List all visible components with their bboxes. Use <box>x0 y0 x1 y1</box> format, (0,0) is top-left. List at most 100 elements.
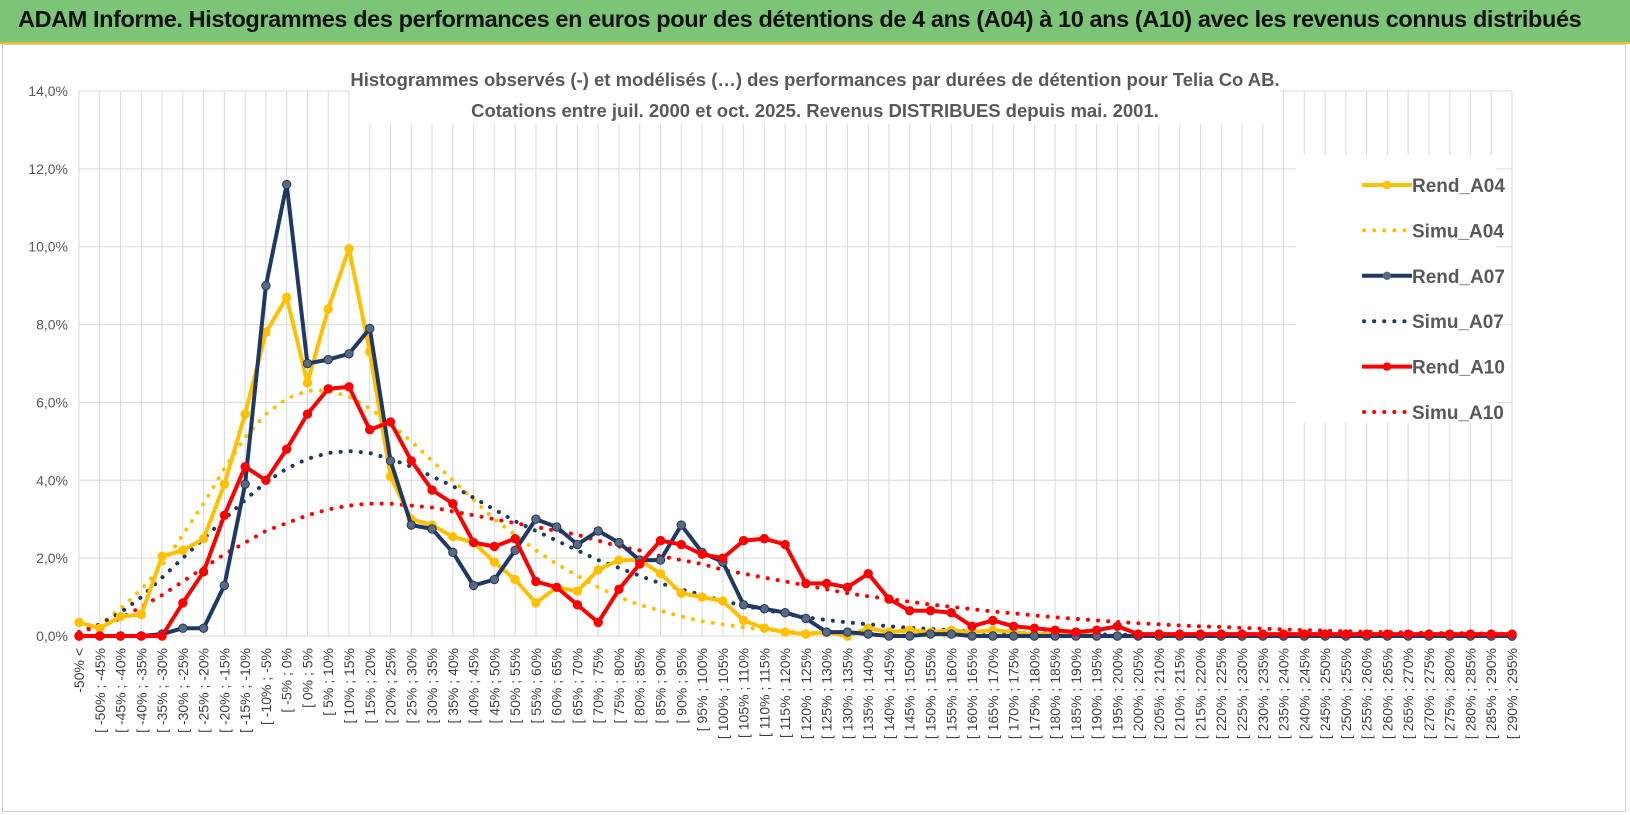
y-tick-label: 4,0% <box>36 472 68 488</box>
data-point <box>448 547 458 558</box>
x-tick-label: [ 245% ; 250% <box>1317 648 1333 739</box>
data-point <box>281 444 292 454</box>
data-point <box>1091 625 1102 635</box>
x-tick-label: [ 255% ; 260% <box>1359 648 1375 739</box>
data-point <box>240 409 250 419</box>
x-tick-label: [ 215% ; 220% <box>1192 648 1208 739</box>
x-tick-label: [ 40% ; 45% <box>466 648 482 724</box>
series-simu-a07 <box>77 449 1514 638</box>
data-point <box>718 553 728 563</box>
x-tick-label: [ 250% ; 255% <box>1338 648 1354 739</box>
y-tick-label: 12,0% <box>28 161 68 177</box>
x-axis-ticks: -50% < [ -50% ; -45% [ -45% ; -40%[ -40% ;… <box>71 648 1520 739</box>
data-point <box>1361 629 1372 639</box>
x-tick-label: [ 140% ; 145% <box>881 648 897 739</box>
x-tick-label: [ 160% ; 165% <box>964 648 980 739</box>
x-tick-label: [ 110% ; 115% <box>756 648 772 737</box>
x-tick-label: [ 145% ; 150% <box>902 648 918 739</box>
data-point <box>302 409 313 419</box>
data-point <box>344 382 354 392</box>
data-point <box>1465 629 1476 639</box>
data-point <box>967 631 977 641</box>
data-point <box>946 629 956 639</box>
data-point <box>988 615 998 626</box>
x-tick-label: [ -45% ; -40% <box>113 648 129 733</box>
data-point <box>1278 629 1289 639</box>
data-point <box>655 535 666 546</box>
data-point <box>759 604 770 614</box>
data-point <box>219 479 230 489</box>
y-tick-label: 10,0% <box>28 239 68 255</box>
data-point <box>74 617 84 628</box>
x-tick-label: [ 20% ; 25% <box>383 648 399 724</box>
legend-marker <box>1382 362 1392 371</box>
data-point <box>198 623 209 633</box>
data-point <box>115 631 126 641</box>
data-point <box>593 565 603 575</box>
x-tick-label: [ 70% ; 75% <box>590 648 606 724</box>
data-point <box>468 580 479 591</box>
x-tick-label: [ -35% ; -30% <box>154 648 170 733</box>
data-point <box>1237 629 1247 639</box>
data-point <box>531 598 541 608</box>
data-point <box>801 613 811 624</box>
data-point <box>1175 629 1185 639</box>
data-point <box>614 537 624 548</box>
series-line <box>79 384 1512 638</box>
data-point <box>988 631 998 641</box>
data-point <box>95 631 105 641</box>
y-tick-label: 6,0% <box>36 394 68 410</box>
data-point <box>842 627 853 637</box>
report-title: ADAM Informe. Histogrammes des performan… <box>18 6 1582 32</box>
data-point <box>884 631 894 641</box>
x-tick-label: [ 220% ; 225% <box>1213 648 1229 739</box>
x-tick-label: [ 35% ; 40% <box>445 648 461 724</box>
x-tick-label: [ 190% ; 195% <box>1089 648 1105 739</box>
data-point <box>1341 629 1351 639</box>
data-point <box>551 582 562 593</box>
data-point <box>136 631 147 641</box>
data-point <box>1008 621 1019 631</box>
data-point <box>1050 625 1060 635</box>
data-point <box>967 621 977 631</box>
data-point <box>178 545 188 556</box>
data-point <box>1112 621 1123 631</box>
data-point <box>468 537 479 548</box>
series-rend-a10 <box>74 382 1517 641</box>
data-point <box>323 304 333 314</box>
data-point <box>801 578 811 589</box>
legend-label: Simu_A10 <box>1412 403 1504 424</box>
data-point <box>697 549 707 559</box>
data-point <box>780 627 790 637</box>
x-tick-label: [ 200% ; 205% <box>1130 648 1146 739</box>
data-point <box>365 424 375 435</box>
data-point <box>1258 629 1268 639</box>
data-point <box>323 384 333 394</box>
x-tick-label: [ 170% ; 175% <box>1006 648 1022 739</box>
legend-label: Rend_A07 <box>1412 267 1505 288</box>
data-point <box>1029 623 1040 633</box>
x-tick-label: [ 130% ; 135% <box>839 648 855 739</box>
data-point <box>593 526 603 536</box>
x-tick-label: [ 125% ; 130% <box>819 648 835 739</box>
data-point <box>1112 631 1123 641</box>
data-point <box>676 539 686 550</box>
data-point <box>905 631 915 641</box>
data-point <box>531 576 541 587</box>
legend-item: Rend_A07 <box>1362 267 1505 288</box>
legend-label: Rend_A10 <box>1412 358 1505 379</box>
x-tick-label: [ 95% ; 100% <box>694 648 710 731</box>
data-point <box>489 557 500 567</box>
data-point <box>738 615 749 626</box>
data-point <box>572 539 583 550</box>
x-tick-label: [ 290% ; 295% <box>1504 648 1520 739</box>
x-tick-label: [ 260% ; 265% <box>1379 648 1395 739</box>
x-tick-label: [ 185% ; 190% <box>1068 648 1084 739</box>
data-point <box>1507 629 1517 639</box>
y-tick-label: 8,0% <box>36 317 68 333</box>
data-point <box>1008 631 1019 641</box>
data-point <box>572 600 583 610</box>
data-point <box>1403 629 1413 639</box>
series-simu-a10 <box>77 501 1514 636</box>
data-point <box>157 551 167 561</box>
